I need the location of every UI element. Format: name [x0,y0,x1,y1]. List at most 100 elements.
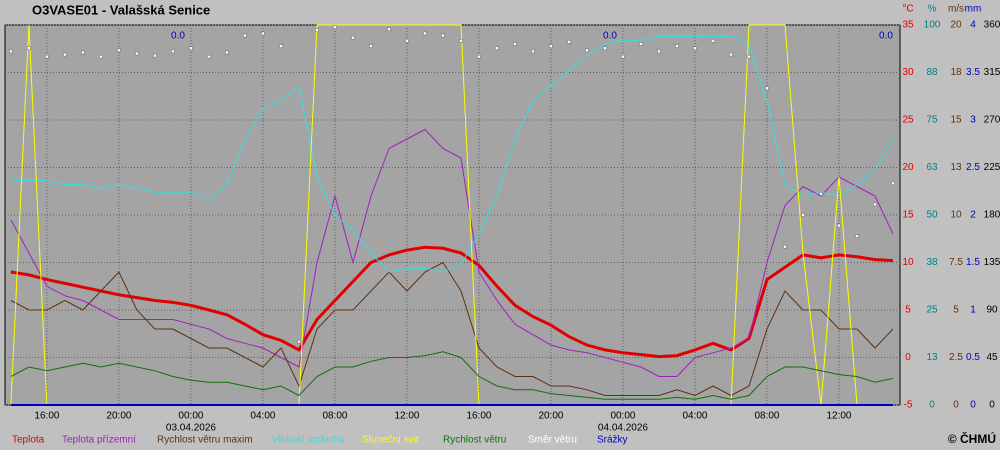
y5-tick-label: 0 [989,400,995,411]
y3-tick-label: 20 [950,20,962,31]
direction-dot [63,52,67,57]
x-tick-label: 12:00 [826,411,851,422]
y2-tick-label: 63 [926,162,938,173]
precip-sum: 0.0 [603,31,617,42]
unit-label: % [928,4,937,15]
direction-dot [315,28,319,33]
x-tick-label: 16:00 [466,411,491,422]
direction-dot [477,54,481,59]
unit-label: °C [902,4,913,15]
y5-tick-label: 360 [984,20,1000,31]
direction-dot [513,42,517,46]
direction-dot [45,54,49,59]
y-tick-label: 25 [902,115,914,126]
series-line [10,351,894,400]
x-tick-label: 20:00 [538,411,563,422]
y-tick-label: 30 [902,67,914,78]
x-tick-label: 20:00 [106,411,131,422]
direction-dot [819,192,823,196]
series-line [10,35,894,273]
direction-dot [81,50,85,55]
unit-label: mm [965,4,982,15]
direction-dot [387,27,391,31]
y4-tick-label: 1 [970,305,976,316]
y3-tick-label: 13 [950,162,962,173]
direction-dot [639,42,643,46]
x-tick-label: 16:00 [34,411,59,422]
direction-dot [351,35,355,40]
direction-dot [783,244,787,249]
y2-tick-label: 13 [926,352,938,363]
y3-tick-label: 10 [950,210,962,221]
direction-dot [279,44,283,48]
y3-tick-label: 0 [953,400,959,411]
credit: © ČHMÚ [948,431,996,446]
legend-entry: Sluneční svit [362,435,419,446]
chart-title: O3VASE01 - Valašská Senice [32,2,210,17]
direction-dot [747,54,751,59]
direction-dot [423,31,427,36]
x-tick-label: 00:00 [178,411,203,422]
direction-dot [9,49,13,54]
legend-entry: Teplota [12,435,45,446]
date-label: 03.04.2026 [166,423,216,434]
precip-sum: 0.0 [171,31,185,42]
series-line [10,261,894,397]
y2-tick-label: 38 [926,257,938,268]
direction-dot [153,53,157,58]
y-tick-label: 10 [902,257,914,268]
y3-tick-label: 15 [950,115,962,126]
y4-tick-label: 3.5 [966,67,980,78]
x-tick-label: 04:00 [682,411,707,422]
direction-dot [891,181,895,186]
y2-tick-label: 75 [926,115,938,126]
direction-dot [441,33,445,38]
x-tick-label: 08:00 [322,411,347,422]
y4-tick-label: 4 [970,20,976,31]
series-line [10,128,894,377]
direction-dot [243,33,247,38]
y5-tick-label: 135 [984,257,1000,268]
direction-dot [729,52,733,57]
direction-dot [495,46,499,50]
direction-dot [855,234,859,238]
y4-tick-label: 0.5 [966,352,980,363]
direction-dot [531,49,535,54]
y-tick-label: -5 [904,400,913,411]
direction-dot [405,39,409,43]
direction-dot [693,46,697,50]
y2-tick-label: 0 [929,400,935,411]
unit-label: m/s [948,4,964,15]
direction-dot [27,46,31,50]
direction-dot [189,46,193,50]
direction-dot [135,51,139,56]
y-tick-label: 15 [902,210,914,221]
y5-tick-label: 315 [984,67,1000,78]
direction-dot [801,213,805,217]
x-tick-label: 00:00 [610,411,635,422]
y5-tick-label: 180 [984,210,1000,221]
legend-entry: Srážky [597,435,628,446]
direction-dot [117,48,121,53]
direction-dot [657,49,661,54]
x-tick-label: 12:00 [394,411,419,422]
y-tick-label: 20 [902,162,914,173]
y4-tick-label: 1.5 [966,257,980,268]
direction-dot [873,202,877,207]
y2-tick-label: 25 [926,305,938,316]
direction-dot [711,39,715,43]
y-tick-label: 0 [905,352,911,363]
legend-entry: Rychlost větru maxim [157,435,253,446]
y4-tick-label: 3 [970,115,976,126]
direction-dot [765,86,769,91]
y5-tick-label: 90 [986,305,998,316]
y4-tick-label: 2.5 [966,162,980,173]
direction-dot [225,50,229,55]
legend-entry: Rychlost větru [443,435,506,446]
y3-tick-label: 2.5 [949,352,963,363]
direction-dot [297,339,301,344]
direction-dot [207,54,211,59]
direction-dot [837,223,841,228]
direction-dot [171,49,175,54]
